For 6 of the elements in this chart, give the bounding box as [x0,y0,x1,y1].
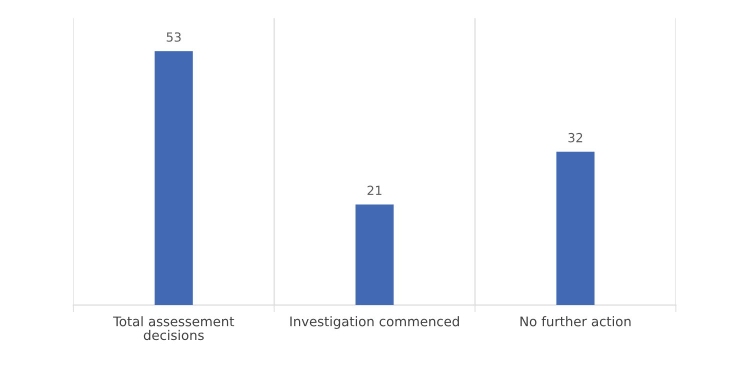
data-label: 53 [166,32,181,42]
x-tick-label: No further action [520,316,631,326]
x-tick-label: Total assessement decisions [113,316,234,340]
x-tick-label: Investigation commenced [290,316,459,329]
data-label: 21 [368,186,382,195]
data-label: 32 [568,132,582,142]
